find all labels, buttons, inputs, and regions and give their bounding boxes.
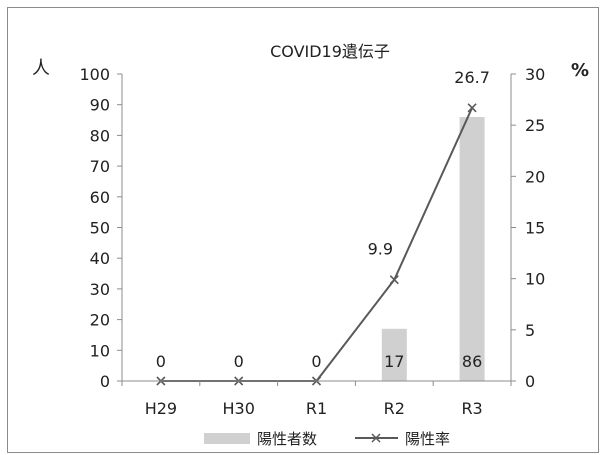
left-axis-tick-label: 80 (90, 126, 110, 145)
line-point (467, 103, 477, 113)
left-axis-tick-label: 20 (90, 311, 110, 330)
x-axis-tick-label: R1 (306, 399, 327, 418)
bar (459, 116, 485, 381)
right-axis: 0 5 10 15 20 25 30 (510, 65, 545, 391)
legend-bar-swatch (204, 433, 250, 444)
x-axis-tick-label: H29 (145, 399, 177, 418)
left-axis-tick-label: 0 (100, 372, 110, 391)
legend-line-marker (371, 433, 381, 443)
bar-data-label: 0 (234, 352, 244, 371)
bar-data-label: 0 (156, 352, 166, 371)
line-series (156, 103, 477, 386)
legend-bar-label: 陽性者数 (257, 430, 317, 448)
x-axis: H29 H30 R1 R2 R3 (121, 380, 512, 418)
right-axis-unit: % (571, 60, 589, 81)
legend: 陽性者数 陽性率 (204, 430, 450, 448)
left-axis-unit: 人 (32, 58, 50, 79)
right-axis-tick-label: 15 (525, 219, 545, 238)
bar-data-label: 86 (462, 352, 482, 371)
right-axis-tick-label: 5 (525, 321, 535, 340)
right-axis-tick-label: 10 (525, 270, 545, 289)
left-axis-tick-label: 70 (90, 157, 110, 176)
x-axis-tick-label: R2 (384, 399, 405, 418)
left-axis-tick-label: 40 (90, 249, 110, 268)
right-axis-tick-label: 30 (525, 65, 545, 84)
left-axis: 0 10 20 30 40 50 60 70 80 90 100 (79, 65, 123, 391)
left-axis-tick-label: 50 (90, 219, 110, 238)
bar-data-label: 17 (384, 352, 404, 371)
line-data-label: 9.9 (368, 240, 393, 259)
bar-series (381, 116, 485, 381)
line-data-label: 26.7 (454, 68, 490, 87)
left-axis-tick-label: 90 (90, 96, 110, 115)
left-axis-tick-label: 60 (90, 188, 110, 207)
left-axis-tick-label: 100 (79, 65, 110, 84)
legend-line-label: 陽性率 (405, 430, 450, 448)
x-axis-tick-label: R3 (461, 399, 482, 418)
x-axis-tick-label: H30 (223, 399, 255, 418)
data-labels: 0 0 0 17 86 9.9 26.7 (156, 68, 490, 371)
line-point (389, 275, 399, 285)
chart-title: COVID19遺伝子 (270, 42, 390, 61)
left-axis-tick-label: 30 (90, 280, 110, 299)
bar (381, 328, 407, 381)
left-axis-tick-label: 10 (90, 341, 110, 360)
bar-data-label: 0 (311, 352, 321, 371)
right-axis-tick-label: 0 (525, 372, 535, 391)
right-axis-tick-label: 25 (525, 116, 545, 135)
right-axis-tick-label: 20 (525, 167, 545, 186)
line-path (160, 107, 474, 382)
